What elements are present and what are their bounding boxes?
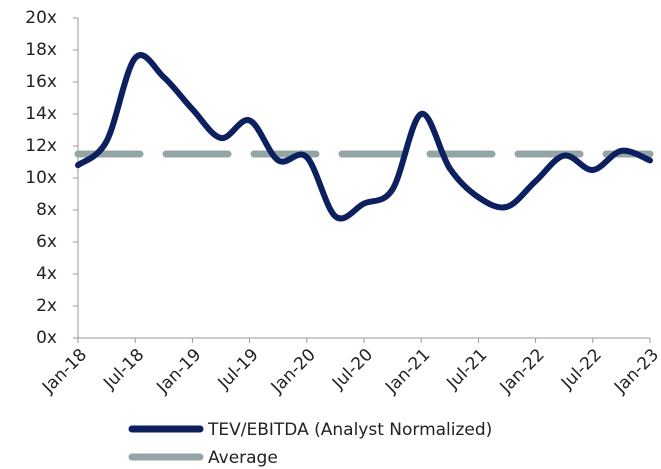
y-tick-label: 20x [25,8,57,28]
y-tick-label: 6x [36,232,57,252]
y-tick-label: 14x [25,104,57,124]
x-tick-label: Jan-20 [267,345,320,398]
y-tick-label: 2x [36,296,57,316]
x-tick-label: Jan-22 [496,345,549,398]
x-tick-label: Jan-23 [610,345,661,398]
legend-label: Average [208,448,278,468]
y-tick-label: 10x [25,168,57,188]
x-tick-label: Jul-22 [557,345,606,394]
y-tick-label: 18x [25,40,57,60]
y-tick-label: 16x [25,72,57,92]
y-tick-label: 12x [25,136,57,156]
x-tick-label: Jul-21 [442,345,491,394]
y-tick-label: 8x [36,200,57,220]
x-tick-label: Jan-19 [152,345,205,398]
x-tick-label: Jan-21 [381,345,434,398]
legend-label: TEV/EBITDA (Analyst Normalized) [207,420,492,440]
y-tick-label: 4x [36,264,57,284]
x-tick-label: Jul-19 [214,345,263,394]
series-line [75,52,653,222]
x-tick-label: Jan-18 [38,345,91,398]
x-tick-label: Jul-18 [99,345,148,394]
x-tick-label: Jul-20 [328,345,377,394]
y-tick-label: 0x [36,328,57,348]
